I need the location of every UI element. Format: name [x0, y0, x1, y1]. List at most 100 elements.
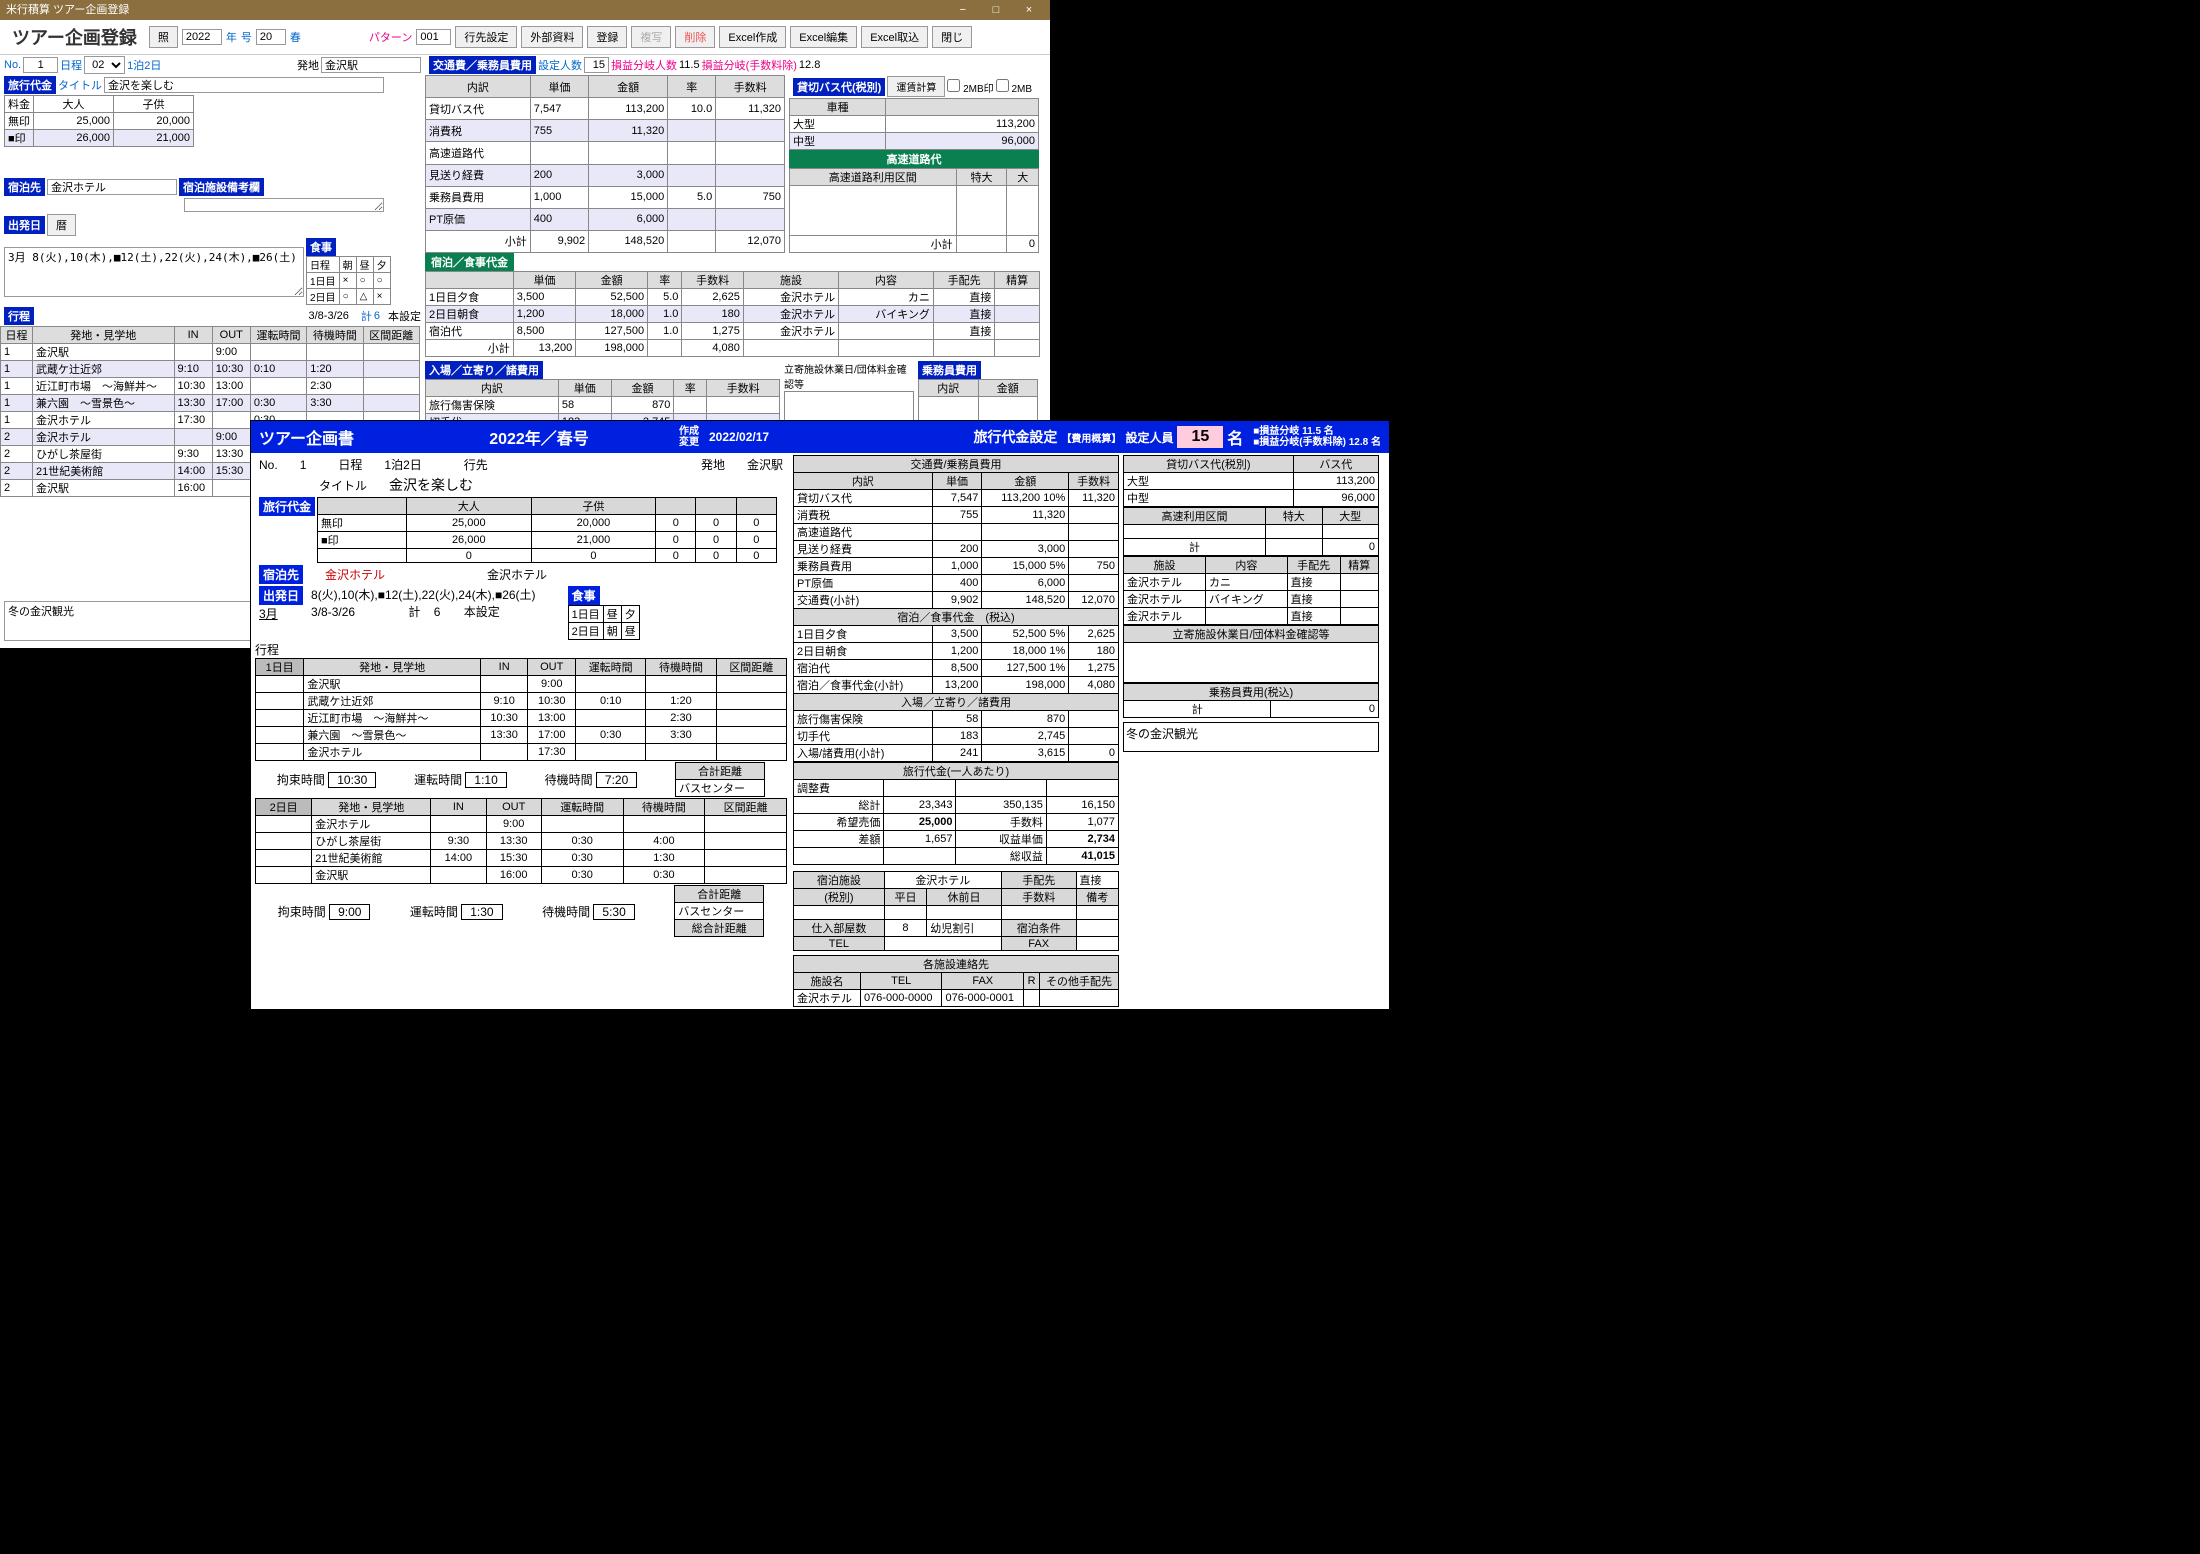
maximize-icon[interactable]: □: [981, 0, 1011, 20]
dates-input[interactable]: 3月 8(火),10(木),■12(土),22(火),24(木),■26(土): [4, 247, 304, 297]
depart-header: 出発日: [4, 216, 45, 234]
child-muji[interactable]: 20,000: [114, 113, 194, 130]
excel-make-button[interactable]: Excel作成: [719, 26, 786, 48]
stay-fee-header: 宿泊／食事代金: [425, 253, 514, 271]
rmemo: 冬の金沢観光: [1123, 722, 1379, 752]
m2b[interactable]: △: [356, 289, 373, 305]
nittei-select[interactable]: 02: [84, 56, 125, 74]
contact-hdr: 各施設連絡先: [794, 956, 1119, 973]
copy-button[interactable]: 複写: [631, 26, 671, 48]
facility-note[interactable]: [184, 198, 384, 212]
year-input[interactable]: [182, 29, 222, 45]
ref-button[interactable]: 照: [149, 26, 178, 48]
close-button[interactable]: 閉じ: [932, 26, 972, 48]
d1-unt: 1:10: [465, 772, 506, 788]
itin-count: 6: [374, 310, 380, 322]
bus-large-v: 113,200: [886, 116, 1039, 133]
rstay-hdr: 宿泊先: [259, 565, 303, 584]
bus-type-col: 車種: [790, 99, 886, 116]
travel-fee-header: 旅行代金: [4, 76, 56, 94]
dest-button[interactable]: 行先設定: [455, 26, 517, 48]
pattern-input[interactable]: [416, 29, 451, 45]
rbe2-v: 12.8: [1349, 437, 1368, 448]
set-unit: 名: [1227, 425, 1243, 449]
set-num: 15: [1177, 426, 1223, 448]
issue-label: 号: [241, 29, 252, 45]
bus-large: 大型: [790, 116, 886, 133]
no-input[interactable]: [23, 57, 58, 73]
rbe1-v: 11.5: [1302, 426, 1321, 437]
season-label: 春: [290, 29, 301, 45]
stop-closed-header: 立寄施設休業日/団体料金確認等: [784, 361, 914, 391]
setnum-input[interactable]: [584, 57, 609, 73]
excel-edit-button[interactable]: Excel編集: [790, 26, 857, 48]
hw-col2: 大: [1007, 169, 1039, 186]
trans-table: 内訳単価金額率手数料貸切バス代7,547113,20010.011,320消費税…: [425, 75, 785, 253]
be1-lbl: 損益分岐人数: [611, 57, 677, 73]
rperiod: 3/8-3/26: [311, 605, 355, 619]
delete-button[interactable]: 削除: [675, 26, 715, 48]
minimize-icon[interactable]: −: [948, 0, 978, 20]
close-icon[interactable]: ×: [1014, 0, 1044, 20]
child-kuro[interactable]: 21,000: [114, 130, 194, 147]
rdest: 行先: [464, 456, 488, 473]
excel-import-button[interactable]: Excel取込: [861, 26, 928, 48]
ext-button[interactable]: 外部資料: [521, 26, 583, 48]
m1c[interactable]: ○: [373, 273, 390, 289]
meal-header: 食事: [306, 238, 336, 256]
itin-kei-lbl: 計: [361, 308, 372, 324]
m1b[interactable]: ○: [356, 273, 373, 289]
rhon: 本設定: [464, 605, 500, 619]
title-input[interactable]: [104, 77, 384, 93]
meal-hiru-col: 昼: [356, 257, 373, 273]
fee-col: 料金: [5, 96, 34, 113]
rbe2-lbl: ■損益分岐(手数料除): [1253, 437, 1346, 448]
window-title: 米行積算 ツアー企画登録: [6, 0, 129, 20]
issue-input[interactable]: [256, 29, 286, 45]
m2c[interactable]: ×: [373, 289, 390, 305]
page-title: ツアー企画登録: [4, 24, 145, 50]
be1-val: 11.5: [679, 59, 700, 71]
adult-muji[interactable]: 25,000: [34, 113, 114, 130]
m2a[interactable]: ○: [339, 289, 356, 305]
setnum-lbl: 設定人数: [538, 57, 582, 73]
hw-sub-v: 0: [1007, 236, 1039, 253]
rbe1-lbl: ■損益分岐: [1253, 426, 1299, 437]
register-button[interactable]: 登録: [587, 26, 627, 48]
itinerary-header: 行程: [4, 307, 34, 325]
bus-mid-v: 96,000: [886, 133, 1039, 150]
per-hdr: 旅行代金(一人あたり): [794, 763, 1119, 780]
report-date: 2022/02/17: [709, 430, 769, 444]
itin-period: 3/8-3/26: [309, 310, 349, 322]
title-label: タイトル: [58, 77, 102, 93]
ritin-hdr: 行程: [255, 641, 787, 658]
stay-header: 宿泊先: [4, 178, 45, 196]
meal-d1: 1日目: [307, 273, 340, 289]
set-lbl: 設定人員: [1125, 429, 1173, 446]
stay-input[interactable]: [47, 179, 177, 195]
change-lbl: 変更: [679, 437, 699, 448]
adult-kuro[interactable]: 26,000: [34, 130, 114, 147]
cost-note: 【費用概算】: [1061, 430, 1121, 445]
year-label: 年: [226, 29, 237, 45]
rstay1: 金沢ホテル: [325, 566, 385, 583]
toolbar: ツアー企画登録 照 年 号 春 パターン 行先設定 外部資料 登録 複写 削除 …: [0, 20, 1050, 55]
rfee-hdr: 旅行代金: [259, 497, 315, 516]
fare-calc-button[interactable]: 運賃計算: [887, 76, 945, 97]
rmeal-hdr: 食事: [568, 586, 600, 605]
child-col: 子供: [114, 96, 194, 113]
meal-yu-col: 夕: [373, 257, 390, 273]
facility-note-header: 宿泊施設備考欄: [179, 178, 264, 196]
report-year-issue: 2022年／春号: [439, 425, 639, 449]
pattern-label: パターン: [369, 29, 412, 45]
chk2[interactable]: 2MB: [996, 79, 1032, 95]
rnittei-lbl: 日程: [338, 456, 362, 473]
calendar-button[interactable]: 暦: [47, 214, 76, 236]
m1a[interactable]: ×: [339, 273, 356, 289]
hatchi-label: 発地: [297, 57, 319, 73]
d1-kosoku: 10:30: [328, 772, 376, 788]
chk1[interactable]: 2MB印: [947, 79, 993, 95]
rfee-table: 大人子供無印25,00020,000000■印26,00021,00000000…: [317, 497, 777, 563]
rtitle-lbl: タイトル: [319, 477, 367, 494]
hatchi-input[interactable]: [321, 57, 421, 73]
